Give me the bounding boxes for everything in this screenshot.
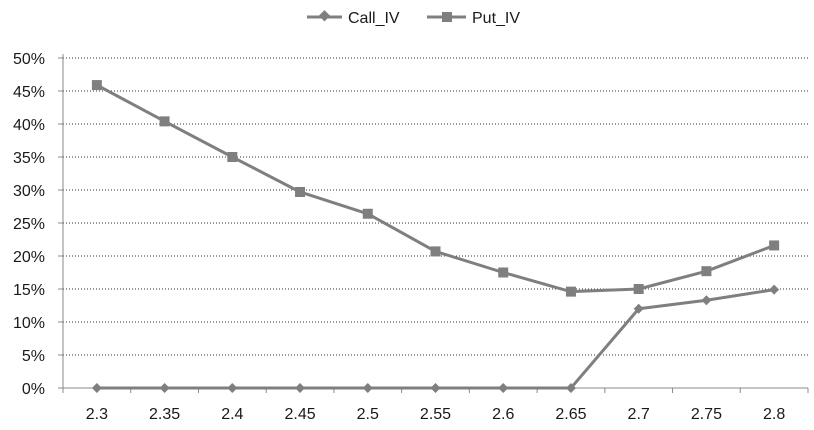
legend-label-put: Put_IV	[472, 10, 520, 27]
data-point-put-iv	[565, 286, 576, 297]
data-point-put-iv	[91, 80, 102, 91]
y-tick-label: 10%	[13, 315, 45, 332]
y-tick-label: 25%	[13, 216, 45, 233]
data-point-call-iv	[295, 383, 306, 393]
series-line-put-iv	[96, 83, 775, 294]
y-tick-label: 20%	[13, 249, 45, 266]
y-axis-ticks: 0% 5% 10% 15% 20% 25% 30% 35% 40% 45% 50%	[13, 51, 45, 398]
x-tick-label: 2.45	[284, 406, 315, 423]
data-point-put-iv	[227, 152, 238, 162]
y-tick-label: 30%	[13, 183, 45, 200]
data-point-call-iv	[91, 383, 102, 393]
data-point-put-iv	[295, 186, 306, 197]
data-point-put-iv	[498, 267, 509, 278]
y-tick-label: 50%	[13, 51, 45, 68]
data-point-call-iv	[769, 284, 780, 295]
data-point-put-iv	[159, 116, 170, 127]
data-point-put-iv	[362, 208, 373, 219]
data-point-call-iv	[701, 295, 712, 306]
data-point-put-iv	[701, 266, 712, 277]
x-tick-label: 2.7	[628, 406, 650, 423]
y-tick-label: 35%	[13, 150, 45, 167]
data-point-put-iv	[769, 240, 780, 251]
data-point-call-iv	[227, 383, 238, 393]
data-point-call-iv	[633, 303, 644, 314]
x-tick-label: 2.8	[763, 406, 785, 423]
y-tick-label: 15%	[13, 282, 45, 299]
x-tick-label: 2.4	[221, 406, 243, 423]
y-tick-label: 40%	[13, 117, 45, 134]
series-line-call-iv	[96, 288, 775, 390]
gridlines	[63, 57, 808, 356]
legend-item-put: Put_IV	[427, 10, 520, 27]
x-tick-label: 2.3	[86, 406, 108, 423]
legend-item-call: Call_IV	[307, 10, 400, 27]
x-axis-ticks: 2.3 2.35 2.4 2.45 2.5 2.55 2.6 2.65 2.7 2.75 2.8	[86, 406, 786, 423]
data-point-call-iv	[498, 383, 509, 393]
series-layer	[91, 80, 780, 393]
legend-label-call: Call_IV	[348, 10, 400, 27]
x-tick-label: 2.35	[149, 406, 180, 423]
legend-marker-diamond	[318, 10, 331, 22]
y-tick-label: 5%	[22, 348, 45, 365]
y-tick-label: 45%	[13, 84, 45, 101]
legend: Call_IV Put_IV	[307, 10, 520, 27]
x-tick-label: 2.5	[357, 406, 379, 423]
data-point-put-iv	[633, 284, 644, 294]
data-point-call-iv	[159, 383, 170, 393]
legend-marker-square	[442, 12, 452, 22]
x-tick-label: 2.6	[492, 406, 514, 423]
data-point-put-iv	[430, 246, 441, 257]
x-tick-label: 2.55	[420, 406, 451, 423]
x-tick-label: 2.75	[691, 406, 722, 423]
data-point-call-iv	[430, 383, 441, 393]
data-point-call-iv	[565, 383, 576, 393]
data-point-call-iv	[362, 383, 373, 393]
x-tick-label: 2.65	[555, 406, 586, 423]
y-tick-label: 0%	[22, 381, 45, 398]
